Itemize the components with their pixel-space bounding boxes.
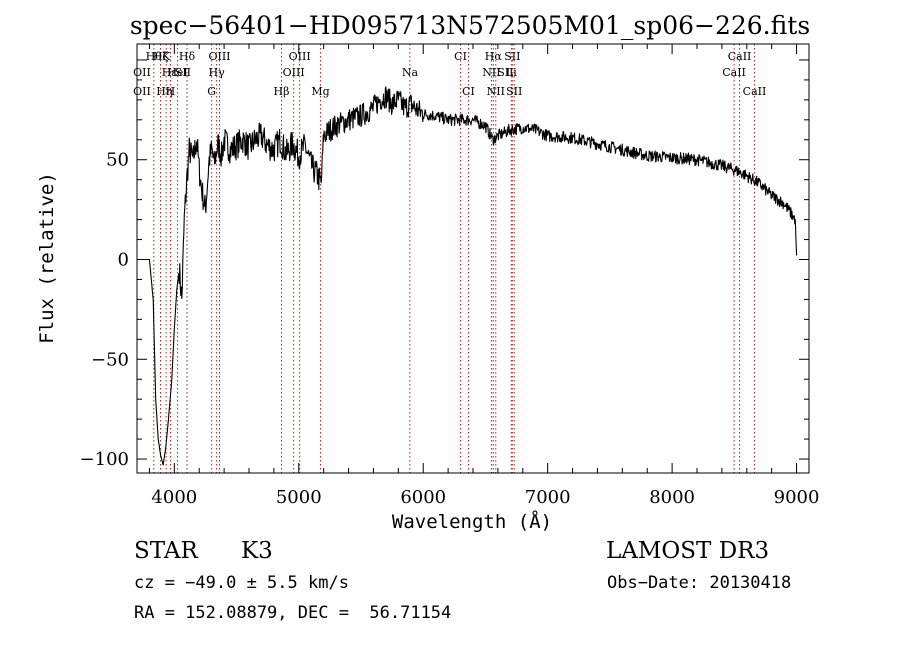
line-marker-label: G <box>207 85 216 98</box>
survey-name: LAMOST DR3 <box>606 538 770 564</box>
coordinates: RA = 152.08879, DEC = 56.71154 <box>134 603 452 623</box>
x-tick-label: 6000 <box>400 487 446 508</box>
x-tick-label: 5000 <box>276 487 322 508</box>
object-class: STAR <box>134 538 198 564</box>
y-axis-label: Flux (relative) <box>36 172 58 344</box>
x-tick-label: 7000 <box>525 487 571 508</box>
y-axis: −100 −50 0 50 <box>80 59 809 470</box>
x-tick-label: 8000 <box>649 487 695 508</box>
line-marker-label: Na <box>402 66 419 79</box>
line-marker-label: NII <box>482 66 500 79</box>
line-marker-label: Mg <box>311 85 329 98</box>
line-marker-label: Hβ <box>274 85 290 98</box>
line-marker-label: NII <box>487 85 505 98</box>
y-tick-label: −50 <box>91 349 129 370</box>
line-marker-label: Hγ <box>209 66 226 79</box>
line-marker-label: OIII <box>289 50 311 63</box>
line-marker-label: SII <box>175 66 191 79</box>
line-marker-label: CaII <box>722 66 746 79</box>
line-marker-label: CaII <box>743 85 767 98</box>
chart-title: spec−56401−HD095713N572505M01_sp06−226.f… <box>130 11 810 40</box>
line-marker-label: SII <box>497 66 513 79</box>
line-marker-label: OII <box>133 66 151 79</box>
line-marker-label: Hη <box>156 85 172 98</box>
line-marker-label: OIII <box>283 66 305 79</box>
spectrum-line <box>136 86 798 466</box>
y-tick-label: 50 <box>106 150 129 171</box>
x-tick-label: 4000 <box>151 487 197 508</box>
line-marker-label: SII <box>506 85 522 98</box>
line-marker-label: Hδ <box>179 50 196 63</box>
line-marker-label: H <box>166 85 176 98</box>
subclass: K3 <box>241 538 273 564</box>
line-marker-label: Hα <box>485 50 503 63</box>
x-axis: 4000 5000 6000 7000 8000 9000 <box>148 44 820 508</box>
line-marker-label: CI <box>454 50 467 63</box>
spectral-line-markers <box>153 44 755 473</box>
line-marker-label: Li <box>506 66 517 79</box>
line-marker-label: SII <box>504 50 520 63</box>
line-marker-label: Hζ <box>153 50 169 63</box>
line-marker-label: HeI <box>167 66 187 79</box>
line-marker-label: Hθ <box>146 50 163 63</box>
line-marker-label: CI <box>462 85 475 98</box>
line-marker-label: OIII <box>208 50 230 63</box>
x-tick-label: 9000 <box>774 487 820 508</box>
line-marker-label: CaII <box>728 50 752 63</box>
x-axis-label: Wavelength (Å) <box>392 510 552 533</box>
y-tick-label: −100 <box>80 449 129 470</box>
line-marker-label: K <box>162 50 171 63</box>
y-tick-label: 0 <box>118 249 129 270</box>
line-marker-label: OII <box>133 85 151 98</box>
plot-frame <box>136 43 810 474</box>
redshift-cz: cz = −49.0 ± 5.5 km/s <box>134 573 349 593</box>
observation-date: Obs−Date: 20130418 <box>607 573 792 593</box>
line-marker-label: Hε <box>162 66 178 79</box>
